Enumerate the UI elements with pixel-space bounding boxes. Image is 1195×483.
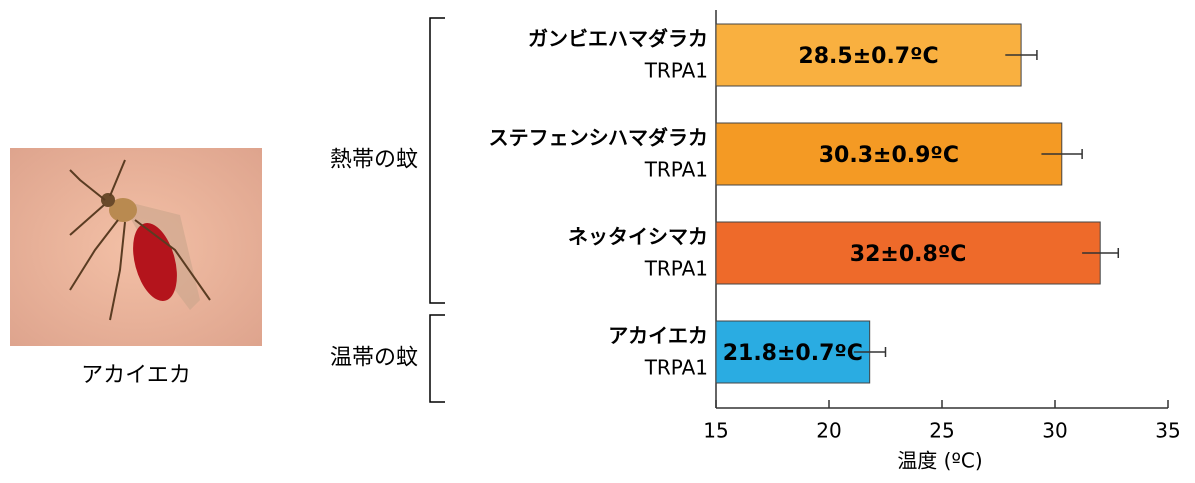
category-label: TRPA1 [644, 158, 708, 182]
x-tick-label: 20 [816, 419, 841, 443]
bar [715, 221, 1101, 285]
mosquito-photo [10, 148, 262, 346]
value-label: 30.3±0.9ºC [819, 143, 959, 168]
value-label: 28.5±0.7ºC [798, 44, 938, 69]
bar [715, 23, 1022, 87]
photo-caption: アカイエカ [81, 363, 191, 388]
x-axis-label: 温度 (ºC) [897, 449, 982, 473]
group-bracket [429, 17, 445, 304]
group-label: 温帯の蚊 [330, 346, 418, 371]
value-label: 32±0.8ºC [850, 242, 967, 267]
x-tick-label: 30 [1042, 419, 1067, 443]
x-tick-label: 35 [1155, 419, 1180, 443]
group-label: 熱帯の蚊 [330, 148, 418, 173]
category-label: ガンビエハマダラカ [528, 27, 708, 51]
x-tick-label: 25 [929, 419, 954, 443]
bar [715, 122, 1063, 186]
category-label: TRPA1 [644, 59, 708, 83]
x-tick-label: 15 [703, 419, 728, 443]
value-label: 21.8±0.7ºC [723, 341, 863, 366]
category-label: TRPA1 [644, 356, 708, 380]
category-label: ネッタイシマカ [568, 225, 708, 249]
group-bracket [429, 314, 445, 403]
bar [715, 320, 871, 384]
category-label: ステフェンシハマダラカ [489, 126, 708, 150]
category-label: TRPA1 [644, 257, 708, 281]
category-label: アカイエカ [608, 324, 708, 348]
